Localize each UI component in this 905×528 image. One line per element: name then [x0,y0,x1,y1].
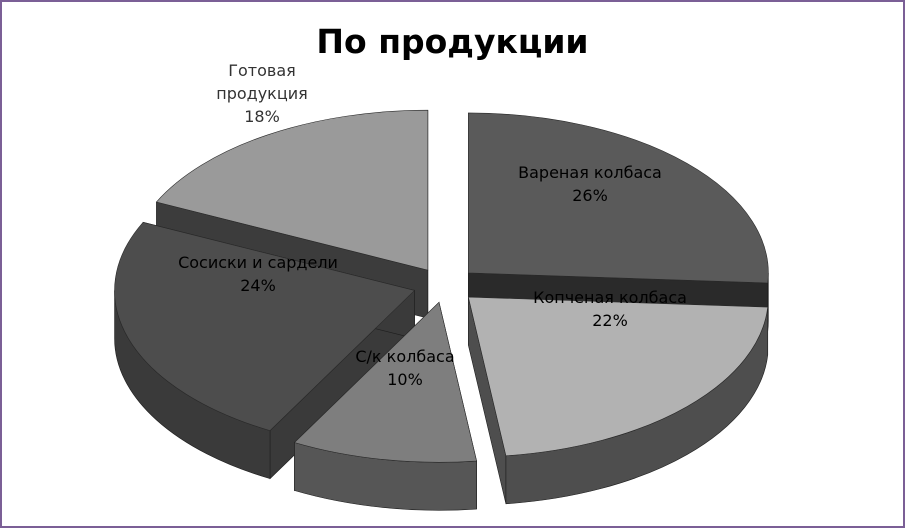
pie-slice-label-2: Копченая колбаса 22% [533,288,687,330]
pie-slice-label-1: Вареная колбаса 26% [518,163,662,205]
pie-slice-5-top [155,109,429,271]
chart-title: По продукции [316,22,589,61]
pie-slice-3 [293,301,477,511]
pie-slice-label-4: Сосиски и сардели 24% [178,253,338,295]
pie-slice-3-top [293,301,477,463]
pie-slice-1-top [468,112,769,284]
pie-slice-4-top [114,221,416,431]
pie-slice-label-3: С/к колбаса 10% [355,347,454,389]
pie-slice-2-top [467,296,769,457]
pie-slice-2 [467,296,769,505]
pie-slice-label-5: Готовая продукция 18% [216,61,308,126]
